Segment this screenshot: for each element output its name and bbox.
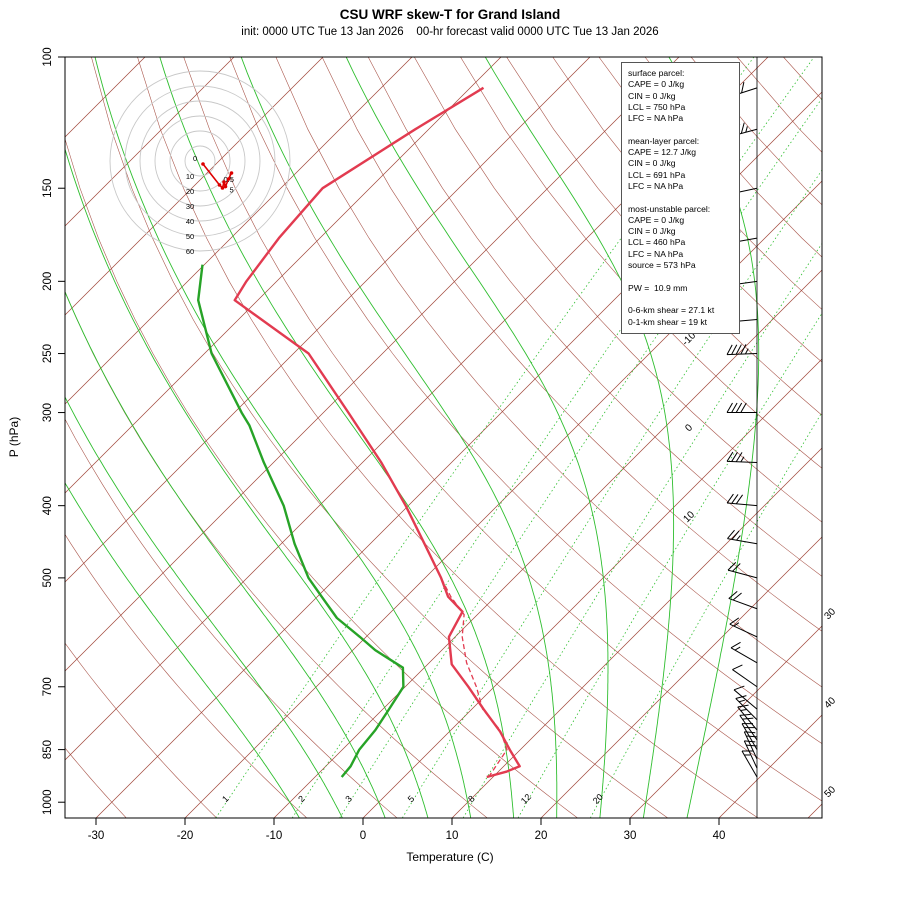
- temperature-curve: [233, 86, 521, 779]
- svg-text:40: 40: [186, 217, 194, 226]
- info-line: [628, 294, 735, 305]
- parcel-info-box: surface parcel: CAPE = 0 J/kg CIN = 0 J/kg…: [621, 62, 740, 334]
- mixing-ratio-lines: 1 2 3 5 8 12 20: [215, 57, 822, 818]
- plot-frame: [64, 56, 823, 819]
- svg-text:30: 30: [624, 830, 637, 842]
- svg-text:100: 100: [42, 47, 54, 66]
- info-line: 0-1-km shear = 19 kt: [628, 316, 708, 327]
- chart-title: CSU WRF skew-T for Grand Island: [339, 7, 561, 22]
- info-line: CIN = 0 J/kg: [628, 158, 676, 169]
- dewpoint-curve: [196, 264, 405, 778]
- hodograph: 10203040506000.55: [109, 70, 291, 256]
- svg-text:250: 250: [42, 344, 54, 363]
- x-axis-label: Temperature (C): [406, 850, 494, 864]
- y-axis-label: P (hPa): [7, 416, 21, 458]
- svg-text:0: 0: [193, 154, 197, 163]
- info-line: [628, 192, 735, 203]
- info-line: LFC = NA hPa: [628, 248, 684, 259]
- info-line: source = 573 hPa: [628, 260, 696, 271]
- info-line: LFC = NA hPa: [628, 180, 684, 191]
- svg-text:0: 0: [360, 830, 366, 842]
- svg-text:850: 850: [42, 740, 54, 759]
- svg-text:1: 1: [220, 794, 231, 805]
- chart-subtitle: init: 0000 UTC Tue 13 Jan 2026 00-hr for…: [241, 26, 659, 38]
- parcel-path: [440, 577, 508, 778]
- info-line: CAPE = 0 J/kg: [628, 214, 685, 225]
- hodograph-ring: [154, 115, 246, 207]
- hodograph-ring: [184, 145, 216, 177]
- svg-text:5: 5: [230, 186, 234, 195]
- axis-ticks: -30 -20 -10 0 10 20 30 401001502002503004005007…: [42, 47, 725, 842]
- hodograph-ring: [169, 130, 231, 192]
- info-line: CIN = 0 J/kg: [628, 226, 676, 237]
- info-line: CIN = 0 J/kg: [628, 90, 676, 101]
- svg-text:0: 0: [683, 422, 695, 434]
- dry-adiabats: [65, 57, 822, 818]
- info-line: CAPE = 12.7 J/kg: [628, 147, 697, 158]
- svg-text:20: 20: [535, 830, 548, 842]
- info-line: 0-6-km shear = 27.1 kt: [628, 305, 715, 316]
- svg-text:700: 700: [42, 677, 54, 696]
- svg-text:8: 8: [466, 794, 477, 805]
- svg-text:1000: 1000: [42, 789, 54, 815]
- svg-text:30: 30: [822, 606, 838, 622]
- svg-text:300: 300: [42, 403, 54, 422]
- svg-text:10: 10: [446, 830, 459, 842]
- svg-text:50: 50: [822, 784, 838, 800]
- info-line: LCL = 460 hPa: [628, 237, 686, 248]
- svg-text:40: 40: [822, 695, 838, 711]
- info-line: LCL = 750 hPa: [628, 101, 686, 112]
- info-line: mean-layer parcel:: [628, 135, 700, 146]
- svg-text:12: 12: [519, 792, 533, 806]
- info-line: PW = 10.9 mm: [628, 282, 688, 293]
- svg-text:50: 50: [186, 232, 194, 241]
- info-line: LFC = NA hPa: [628, 113, 684, 124]
- svg-text:500: 500: [42, 568, 54, 587]
- svg-text:3: 3: [343, 794, 354, 805]
- hodograph-ring: [139, 100, 261, 222]
- info-line: CAPE = 0 J/kg: [628, 79, 685, 90]
- svg-text:2: 2: [296, 794, 307, 805]
- svg-text:20: 20: [591, 792, 605, 806]
- svg-text:200: 200: [42, 272, 54, 291]
- svg-text:400: 400: [42, 496, 54, 515]
- hodograph-ring: [109, 70, 291, 252]
- svg-text:-30: -30: [88, 830, 105, 842]
- svg-text:60: 60: [186, 247, 194, 256]
- wind-barbs: [726, 57, 758, 818]
- moist-adiabats: [65, 57, 760, 818]
- info-line: LCL = 691 hPa: [628, 169, 686, 180]
- info-line: most-unstable parcel:: [628, 203, 711, 214]
- svg-text:-10: -10: [266, 830, 283, 842]
- hodograph-ring: [124, 85, 276, 237]
- info-line: [628, 124, 735, 135]
- svg-text:30: 30: [186, 202, 194, 211]
- info-line: surface parcel:: [628, 68, 685, 78]
- info-line: [628, 271, 735, 282]
- sounding-profiles: [196, 86, 521, 779]
- svg-text:40: 40: [713, 830, 726, 842]
- svg-text:150: 150: [42, 179, 54, 198]
- svg-text:5: 5: [406, 794, 417, 805]
- svg-text:-20: -20: [177, 830, 194, 842]
- svg-text:20: 20: [186, 187, 194, 196]
- svg-text:10: 10: [186, 172, 194, 181]
